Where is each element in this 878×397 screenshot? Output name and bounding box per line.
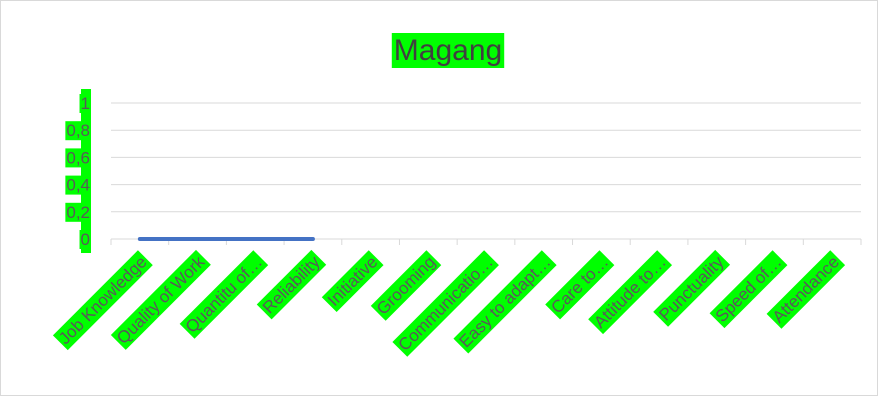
- x-tick-highlight: [653, 249, 731, 327]
- y-tick-label: 0: [81, 230, 90, 249]
- y-tick: 0,6: [65, 148, 91, 168]
- y-tick: 0: [79, 230, 91, 249]
- x-tick-highlight: [256, 249, 327, 320]
- x-tick-highlight: [179, 250, 269, 339]
- x-tick-label: Reliability: [259, 252, 324, 317]
- x-tick-highlight: [766, 250, 846, 329]
- y-tick-label: 0,8: [66, 121, 90, 140]
- y-tick: 0,4: [65, 175, 91, 195]
- chart-title-group: Magang: [391, 33, 505, 68]
- y-axis-highlight-strip: [81, 89, 91, 253]
- x-tick-highlight: [392, 250, 499, 357]
- y-tick-highlight: [65, 202, 91, 222]
- x-tick: Reliability: [256, 249, 327, 320]
- chart-title-highlight: [391, 33, 505, 68]
- x-tick-highlight: [545, 250, 615, 320]
- x-tick-highlight: [321, 250, 384, 313]
- y-axis-ticks: 0 0,2 0,4 0,6 0,8 1: [65, 89, 91, 253]
- x-tick-highlight: [588, 250, 673, 335]
- y-tick-highlight: [79, 230, 91, 249]
- y-tick-highlight: [65, 148, 91, 168]
- y-tick: 1: [79, 94, 91, 113]
- y-tick-label: 0,6: [66, 148, 90, 167]
- y-tick-label: 1: [81, 94, 90, 113]
- x-tick-label: Initiative: [324, 252, 382, 310]
- x-tick-highlight: [453, 250, 557, 354]
- y-tick-highlight: [79, 94, 91, 113]
- y-tick-label: 0,4: [66, 176, 90, 195]
- x-tick-highlight: [709, 250, 788, 329]
- x-tick: Communicatio…: [392, 250, 499, 357]
- y-tick: 0,2: [65, 202, 91, 222]
- y-tick: 0,8: [65, 121, 91, 141]
- chart-title: Magang: [394, 34, 502, 67]
- y-tick-label: 0,2: [66, 203, 90, 222]
- x-tick-highlight: [52, 250, 153, 351]
- gridlines: [111, 102, 861, 213]
- x-tick-highlight: [110, 249, 211, 350]
- x-tick-highlight: [370, 250, 442, 321]
- y-tick-highlight: [65, 121, 91, 141]
- y-tick-highlight: [65, 175, 91, 195]
